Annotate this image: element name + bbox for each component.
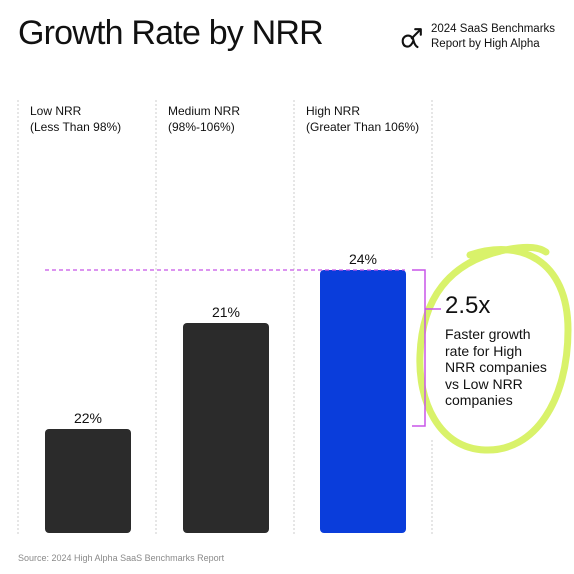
brand-block: 2024 SaaS Benchmarks Report by High Alph… xyxy=(398,22,555,52)
callout-line: vs Low NRR xyxy=(445,375,523,392)
category-range: (98%-106%) xyxy=(168,120,235,134)
brand-line-2: Report by High Alpha xyxy=(431,38,540,50)
bracket xyxy=(412,269,426,427)
bar-value-label: 24% xyxy=(349,251,377,267)
bar-value-label: 22% xyxy=(74,410,102,426)
brand-line-1: 2024 SaaS Benchmarks xyxy=(431,23,556,35)
bar-medium-nrr xyxy=(183,323,269,533)
category-label-low: Low NRR (Less Than 98%) xyxy=(30,103,121,135)
reference-markers xyxy=(45,269,441,427)
bar-high-nrr xyxy=(320,270,406,533)
value-labels-layer: 22% 21% 24% xyxy=(74,251,377,426)
callout-line: rate for High xyxy=(445,342,523,359)
column-dividers xyxy=(17,100,433,535)
category-label-high: High NRR (Greater Than 106%) xyxy=(306,103,419,135)
category-name: Medium NRR xyxy=(168,104,241,118)
bar-low-nrr xyxy=(45,429,131,533)
callout-multiplier: 2.5x xyxy=(445,292,491,319)
source-note: Source: 2024 High Alpha SaaS Benchmarks … xyxy=(18,553,225,563)
callout-description: Faster growth rate for High NRR companie… xyxy=(445,326,565,409)
alpha-arrow-icon xyxy=(401,28,422,49)
category-range: (Less Than 98%) xyxy=(30,120,122,134)
bar-value-label: 21% xyxy=(212,304,240,320)
callout-line: NRR companies xyxy=(445,359,547,375)
category-label-medium: Medium NRR (98%-106%) xyxy=(168,103,240,135)
highlight-circle xyxy=(416,243,572,454)
callout-line: Faster growth xyxy=(445,326,531,342)
page-title: Growth Rate by NRR xyxy=(18,14,324,52)
category-range: (Greater Than 106%) xyxy=(306,120,420,134)
callout-line: companies xyxy=(445,392,513,408)
bars-layer xyxy=(45,270,406,533)
category-name: High NRR xyxy=(306,104,361,118)
category-name: Low NRR xyxy=(30,104,82,118)
